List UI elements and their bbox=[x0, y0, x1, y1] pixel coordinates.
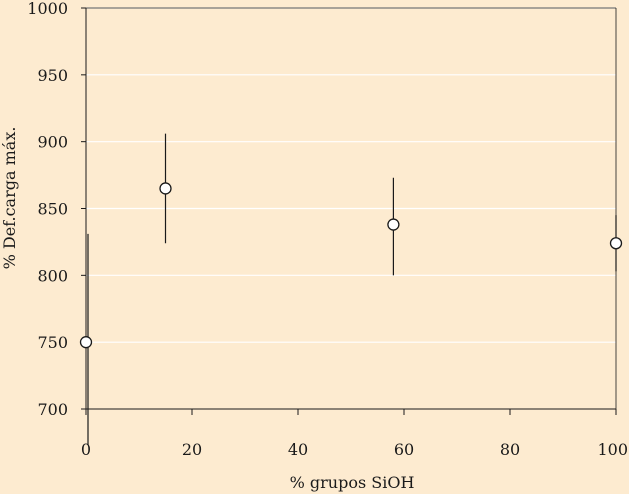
y-tick-label-750: 750 bbox=[37, 333, 68, 352]
y-tick-label-700: 700 bbox=[37, 400, 68, 419]
data-point-3 bbox=[609, 237, 623, 250]
y-tick-label-900: 900 bbox=[37, 133, 68, 152]
y-tick-label-850: 850 bbox=[37, 200, 68, 219]
x-tick-label-0: 0 bbox=[81, 440, 91, 459]
x-axis-label: % grupos SiOH bbox=[290, 473, 415, 492]
x-axis-ticks: 0 20 40 60 80 100 bbox=[81, 409, 628, 459]
x-tick-label-20: 20 bbox=[182, 440, 202, 459]
data-points bbox=[79, 182, 623, 349]
y-tick-label-800: 800 bbox=[37, 266, 68, 285]
y-axis-ticks: 700 750 800 850 900 950 1000 bbox=[27, 0, 86, 419]
data-point-0 bbox=[79, 336, 93, 349]
y-tick-label-950: 950 bbox=[37, 66, 68, 85]
x-tick-label-40: 40 bbox=[288, 440, 308, 459]
x-tick-label-60: 60 bbox=[394, 440, 414, 459]
y-axis-label: % Def.carga máx. bbox=[0, 127, 19, 270]
x-tick-label-80: 80 bbox=[500, 440, 520, 459]
data-point-2 bbox=[387, 218, 400, 231]
data-point-1 bbox=[159, 182, 172, 195]
y-tick-label-1000: 1000 bbox=[27, 0, 68, 18]
x-tick-label-100: 100 bbox=[597, 440, 628, 459]
